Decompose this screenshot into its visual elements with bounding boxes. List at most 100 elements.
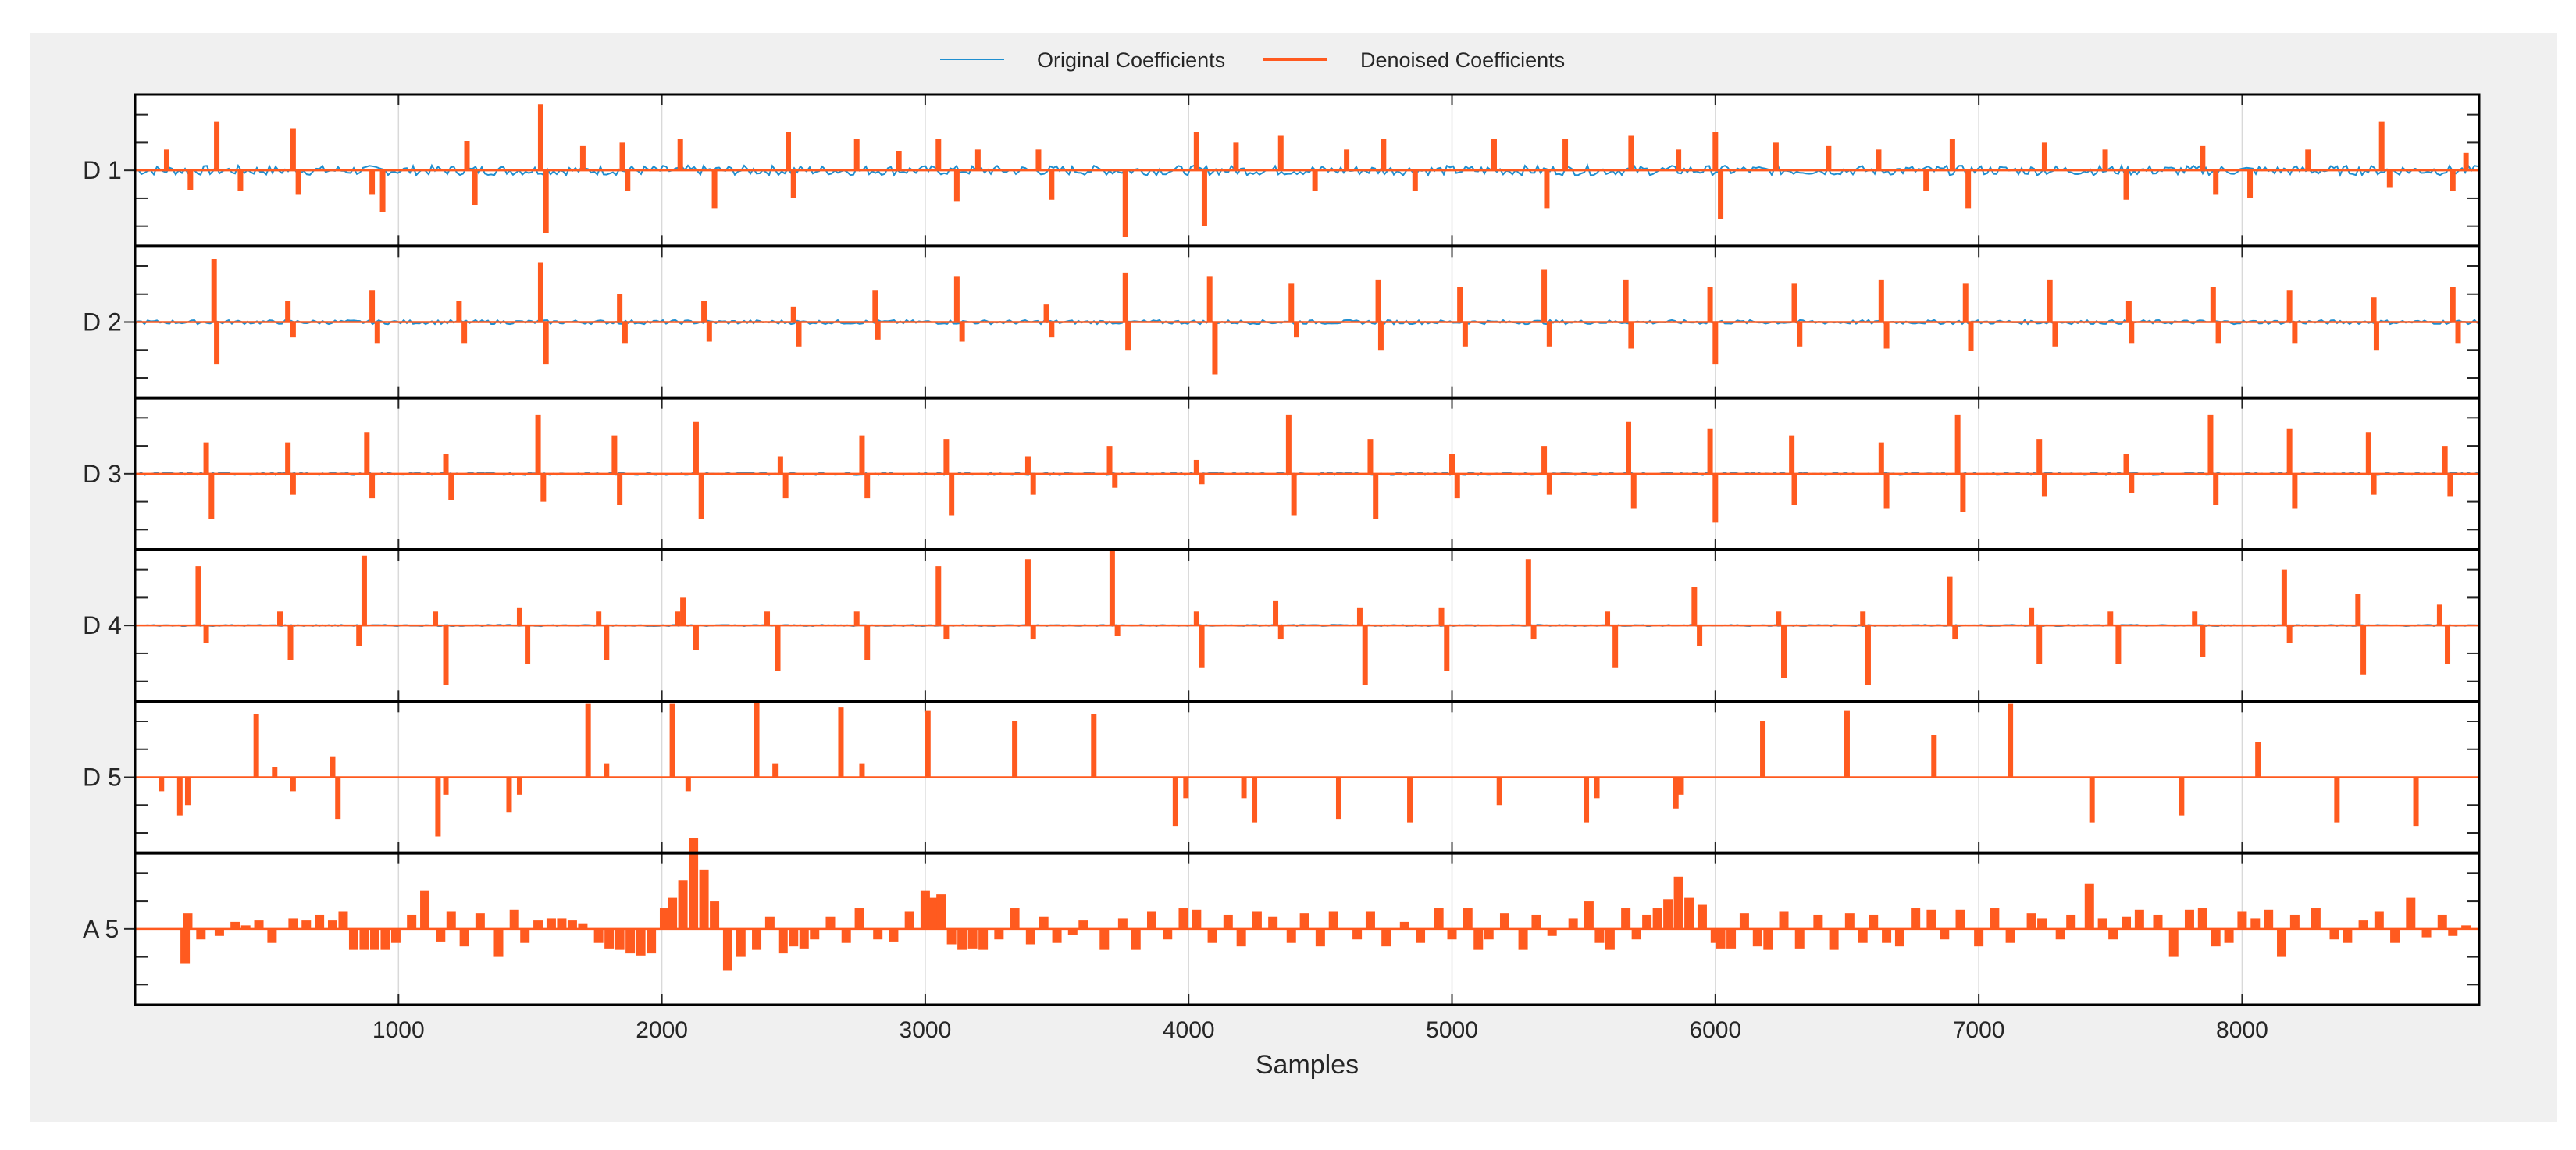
approximation-bar (533, 920, 543, 929)
panel-d5: D 5 (83, 700, 2480, 854)
approximation-bar (2277, 928, 2287, 957)
approximation-bar (810, 928, 820, 940)
approximation-bar (1518, 928, 1528, 950)
approximation-bar (736, 928, 746, 957)
approximation-bar (1010, 908, 1020, 929)
x-tick-label: 6000 (1689, 1017, 1741, 1043)
approximation-bar (946, 928, 957, 945)
approximation-bar (722, 928, 732, 971)
x-tick-label: 4000 (1163, 1017, 1215, 1043)
approximation-bar (752, 928, 762, 950)
approximation-bar (1974, 928, 1984, 947)
approximation-bar (407, 914, 417, 929)
approximation-bar (475, 913, 485, 929)
approximation-bar (659, 908, 669, 929)
approximation-bar (1252, 911, 1262, 929)
approximation-bar (509, 909, 519, 929)
approximation-bar (390, 928, 401, 943)
approximation-bar (327, 920, 337, 929)
approximation-bar (1473, 928, 1484, 950)
approximation-bar (647, 928, 657, 954)
approximation-bar (369, 928, 379, 950)
approximation-bar (1829, 928, 1839, 950)
approximation-bar (625, 928, 636, 954)
approximation-bar (1531, 914, 1541, 929)
approximation-bar (1039, 916, 1049, 929)
approximation-bar (214, 928, 224, 936)
approximation-bar (778, 928, 788, 954)
x-tick-label: 7000 (1953, 1017, 2005, 1043)
approximation-bar (920, 890, 930, 929)
approximation-bar (1117, 918, 1128, 929)
x-tick-label: 1000 (372, 1017, 425, 1043)
approximation-bar (1365, 911, 1375, 929)
approximation-bar (1568, 918, 1578, 929)
approximation-bar (1642, 914, 1652, 929)
approximation-bar (1926, 909, 1936, 929)
approximation-bar (578, 923, 588, 929)
approximation-bar (2437, 914, 2447, 929)
approximation-bar (1663, 899, 1673, 929)
plot-frame (134, 93, 2481, 1006)
approximation-bar (1381, 928, 1391, 947)
approximation-bar (1192, 909, 1202, 929)
approximation-bar (520, 928, 530, 943)
wavelet-coefficients-chart: Original Coefficients Denoised Coefficien… (83, 48, 2481, 1080)
approximation-bar (1716, 928, 1726, 949)
approximation-bar (420, 890, 430, 929)
approximation-bar (936, 894, 946, 929)
approximation-bar (1178, 908, 1188, 929)
approximation-bar (288, 918, 298, 929)
approximation-bar (315, 914, 325, 929)
approximation-bar (1794, 928, 1805, 949)
approximation-bar (1025, 928, 1035, 945)
approximation-bar (1131, 928, 1141, 950)
approximation-bar (1236, 928, 1246, 947)
approximation-bar (1684, 897, 1694, 929)
row-label-d1: D 1 (83, 156, 122, 184)
approximation-bar (994, 928, 1004, 940)
approximation-bar (1223, 914, 1233, 929)
approximation-bar (764, 916, 775, 929)
approximation-bar (1763, 928, 1773, 950)
row-label-d5: D 5 (83, 764, 122, 792)
approximation-bar (1547, 928, 1557, 936)
approximation-bar (2122, 916, 2132, 929)
approximation-bar (1078, 920, 1088, 929)
approximation-bar (1099, 928, 1110, 950)
row-label-d3: D 3 (83, 460, 122, 488)
approximation-bar (359, 928, 369, 950)
approximation-bar (1447, 928, 1457, 940)
approximation-bar (1328, 911, 1338, 929)
approximation-bar (546, 918, 556, 929)
approximation-bar (841, 928, 851, 943)
approximation-bar (1673, 876, 1683, 929)
approximation-bar (1463, 908, 1473, 929)
approximation-bar (446, 911, 456, 929)
approximation-bar (2005, 928, 2015, 943)
approximation-bar (436, 928, 446, 942)
approximation-bar (678, 880, 688, 929)
approximation-bar (2134, 909, 2144, 929)
approximation-bar (1752, 928, 1762, 947)
approximation-bar (254, 920, 264, 929)
approximation-bar (1779, 911, 1789, 929)
legend-original-label: Original Coefficients (1037, 48, 1225, 72)
approximation-bar (1499, 913, 1509, 929)
approximation-bar (1268, 916, 1278, 929)
approximation-bar (1416, 928, 1426, 943)
approximation-bar (1652, 908, 1662, 929)
approximation-bar (710, 901, 720, 929)
approximation-bar (2184, 909, 2194, 929)
approximation-bar (957, 928, 967, 950)
figure-window: Original Coefficients Denoised Coefficien… (30, 33, 2557, 1122)
approximation-bar (1869, 914, 1879, 929)
row-label-d4: D 4 (83, 611, 122, 639)
approximation-bar (348, 928, 358, 950)
approximation-bar (1697, 904, 1707, 929)
approximation-bar (196, 928, 206, 940)
approximation-bar (2358, 920, 2368, 929)
approximation-bar (2237, 911, 2247, 929)
approximation-bar (967, 928, 978, 949)
approximation-bar (240, 925, 251, 929)
